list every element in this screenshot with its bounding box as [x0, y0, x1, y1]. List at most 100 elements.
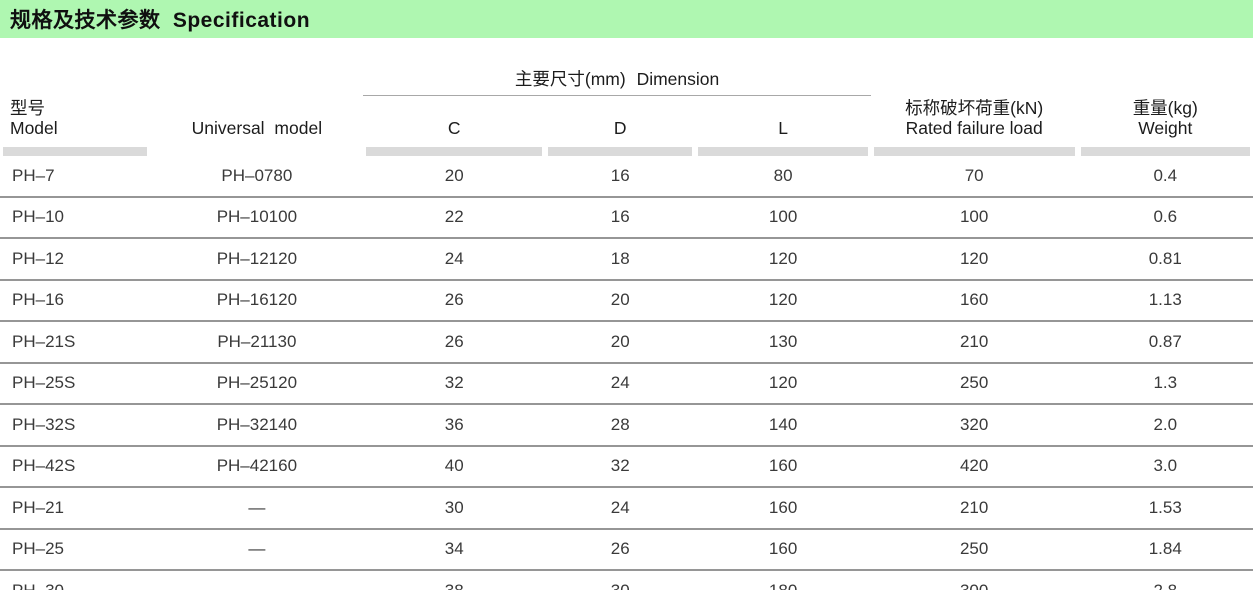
header-underline-bar: [366, 147, 543, 156]
cell-weight: 1.13: [1077, 279, 1253, 322]
cell-dimension-l: 160: [695, 528, 871, 571]
cell-universal-model: PH–21130: [150, 321, 364, 364]
cell-model: PH–10: [0, 196, 151, 239]
cell-dimension-d: 32: [545, 445, 696, 488]
cell-dimension-c: 32: [363, 362, 546, 405]
cell-universal-model: —: [150, 570, 364, 590]
column-header-c-label: C: [447, 118, 461, 139]
section-title: 规格及技术参数 Specification: [10, 9, 311, 32]
column-header-model: 型号 Model: [0, 38, 150, 156]
table-row: PH–30 — 38 30 180 300 2.8: [0, 570, 1253, 590]
cell-dimension-c: 26: [363, 279, 546, 322]
cell-weight: 0.81: [1077, 238, 1253, 281]
cell-rated-failure-load: 210: [870, 321, 1078, 364]
column-header-rated-cn: 标称破坏荷重(kN): [905, 97, 1044, 118]
cell-rated-failure-load: 100: [870, 196, 1078, 239]
cell-dimension-c: 20: [363, 156, 546, 198]
cell-dimension-l: 100: [695, 196, 871, 239]
column-header-model-cn: 型号: [10, 97, 45, 118]
table-row: PH–21S PH–21130 26 20 130 210 0.87: [0, 321, 1253, 364]
cell-dimension-l: 180: [695, 570, 871, 590]
cell-universal-model: PH–32140: [150, 404, 364, 447]
table-header: 型号 Model Universal model 主要尺寸(mm) Dimens…: [0, 38, 1253, 156]
cell-rated-failure-load: 210: [870, 487, 1078, 530]
header-underline-bar: [1080, 147, 1250, 156]
column-header-dimension: 主要尺寸(mm) Dimension: [363, 38, 871, 96]
column-header-d-label: D: [613, 118, 627, 139]
cell-universal-model: PH–25120: [150, 362, 364, 405]
cell-dimension-d: 24: [545, 487, 696, 530]
section-title-bar: 规格及技术参数 Specification: [0, 0, 1253, 38]
table-row: PH–32S PH–32140 36 28 140 320 2.0: [0, 404, 1253, 447]
column-header-weight-cn: 重量(kg): [1132, 97, 1198, 118]
cell-weight: 1.84: [1077, 528, 1253, 571]
column-header-universal-model: Universal model: [150, 38, 363, 156]
cell-rated-failure-load: 70: [870, 156, 1078, 198]
cell-universal-model: —: [150, 487, 364, 530]
header-underline-bar: [3, 147, 148, 156]
column-header-model-en: Model: [10, 118, 58, 139]
cell-model: PH–25S: [0, 362, 151, 405]
table-row: PH–25 — 34 26 160 250 1.84: [0, 528, 1253, 571]
cell-universal-model: PH–10100: [150, 196, 364, 239]
table-row: PH–21 — 30 24 160 210 1.53: [0, 487, 1253, 530]
cell-dimension-d: 28: [545, 404, 696, 447]
header-underline-bar: [548, 147, 693, 156]
column-header-rated-failure-load: 标称破坏荷重(kN) Rated failure load: [871, 38, 1078, 156]
cell-dimension-l: 140: [695, 404, 871, 447]
header-underline-bar: [698, 147, 868, 156]
cell-weight: 0.87: [1077, 321, 1253, 364]
cell-model: PH–16: [0, 279, 151, 322]
cell-model: PH–21S: [0, 321, 151, 364]
cell-dimension-d: 26: [545, 528, 696, 571]
cell-dimension-d: 16: [545, 156, 696, 198]
cell-dimension-d: 24: [545, 362, 696, 405]
table-row: PH–10 PH–10100 22 16 100 100 0.6: [0, 196, 1253, 239]
cell-universal-model: PH–42160: [150, 445, 364, 488]
cell-dimension-c: 36: [363, 404, 546, 447]
cell-dimension-d: 20: [545, 279, 696, 322]
cell-weight: 2.0: [1077, 404, 1253, 447]
cell-dimension-l: 120: [695, 279, 871, 322]
cell-dimension-l: 160: [695, 445, 871, 488]
cell-dimension-c: 26: [363, 321, 546, 364]
cell-model: PH–7: [0, 156, 151, 198]
cell-model: PH–42S: [0, 445, 151, 488]
specification-table: 型号 Model Universal model 主要尺寸(mm) Dimens…: [0, 38, 1253, 590]
cell-weight: 0.4: [1077, 156, 1253, 198]
cell-dimension-c: 24: [363, 238, 546, 281]
cell-weight: 2.8: [1077, 570, 1253, 590]
cell-dimension-c: 30: [363, 487, 546, 530]
cell-rated-failure-load: 160: [870, 279, 1078, 322]
cell-dimension-c: 40: [363, 445, 546, 488]
cell-dimension-l: 120: [695, 238, 871, 281]
cell-dimension-c: 22: [363, 196, 546, 239]
cell-model: PH–25: [0, 528, 151, 571]
cell-rated-failure-load: 250: [870, 528, 1078, 571]
cell-model: PH–32S: [0, 404, 151, 447]
cell-rated-failure-load: 300: [870, 570, 1078, 590]
cell-dimension-d: 18: [545, 238, 696, 281]
column-header-weight: 重量(kg) Weight: [1078, 38, 1253, 156]
column-header-l: L: [695, 96, 870, 156]
column-header-l-label: L: [778, 118, 788, 139]
column-header-universal-model-label: Universal model: [191, 118, 323, 139]
cell-weight: 1.3: [1077, 362, 1253, 405]
cell-dimension-l: 120: [695, 362, 871, 405]
table-row: PH–25S PH–25120 32 24 120 250 1.3: [0, 362, 1253, 405]
column-header-d: D: [545, 96, 695, 156]
cell-weight: 0.6: [1077, 196, 1253, 239]
table-row: PH–7 PH–0780 20 16 80 70 0.4: [0, 156, 1253, 198]
cell-dimension-d: 20: [545, 321, 696, 364]
cell-rated-failure-load: 420: [870, 445, 1078, 488]
cell-rated-failure-load: 120: [870, 238, 1078, 281]
spec-table-body: PH–7 PH–0780 20 16 80 70 0.4 PH–10 PH–10…: [0, 156, 1253, 590]
cell-universal-model: —: [150, 528, 364, 571]
cell-dimension-d: 16: [545, 196, 696, 239]
column-header-rated-en: Rated failure load: [905, 118, 1043, 139]
column-header-weight-en: Weight: [1138, 118, 1193, 139]
cell-universal-model: PH–12120: [150, 238, 364, 281]
table-row: PH–42S PH–42160 40 32 160 420 3.0: [0, 445, 1253, 488]
cell-model: PH–21: [0, 487, 151, 530]
